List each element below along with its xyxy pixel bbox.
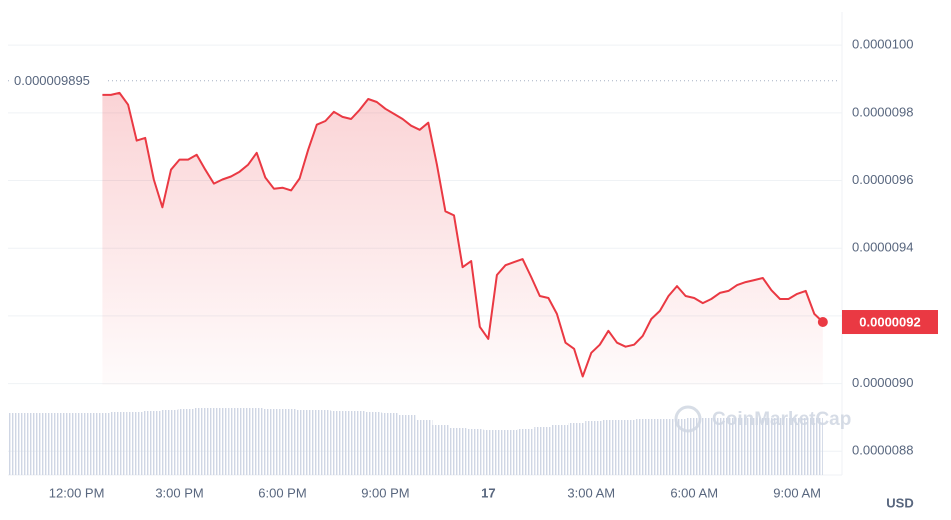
volume-bar (670, 419, 688, 475)
price-tag (842, 310, 938, 335)
volume-bar (687, 418, 705, 475)
y-tick-label: 0.0000088 (852, 443, 913, 458)
volume-bar (771, 418, 789, 475)
volume-bar (41, 413, 59, 475)
volume-bar (262, 409, 280, 475)
volume-bar (432, 425, 450, 475)
volume-bar (92, 413, 110, 475)
volume-bar (653, 419, 671, 475)
x-tick-label: 12:00 PM (49, 485, 105, 500)
x-tick-label: 3:00 AM (567, 485, 615, 500)
y-tick-label: 0.0000096 (852, 172, 913, 187)
volume-bar (24, 413, 42, 475)
volume-bar (585, 421, 603, 475)
volume-bar (737, 418, 755, 475)
price-line (102, 91, 824, 378)
volume-bar (381, 413, 399, 475)
volume-bar (619, 420, 637, 475)
x-tick-label: 6:00 AM (670, 485, 718, 500)
volume-bar (568, 423, 586, 475)
volume-bar (211, 408, 229, 475)
volume-bar (296, 410, 314, 475)
volume-bar (415, 420, 433, 475)
volume-bar (75, 413, 93, 475)
volume-bar (602, 420, 620, 475)
volume-bar (720, 418, 738, 475)
reference-label-bg (10, 71, 106, 90)
y-tick-label: 0.0000090 (852, 375, 913, 390)
volume-bar (245, 408, 263, 475)
volume-bar (126, 412, 144, 475)
volume-bar (500, 430, 518, 475)
volume-bar (483, 430, 501, 475)
volume-bar (636, 419, 654, 475)
currency: USD (886, 495, 913, 510)
volume-bar (534, 427, 552, 475)
y-tick-label: 0.0000098 (852, 104, 913, 119)
volume-bar (177, 409, 195, 475)
volume-bar (194, 408, 212, 475)
y-tick-label: 0.0000094 (852, 240, 913, 255)
x-tick-label: 9:00 AM (773, 485, 821, 500)
volume-bar (398, 415, 416, 475)
volume-bar (109, 412, 127, 475)
x-tick-label: 9:00 PM (361, 485, 409, 500)
volume-bar (313, 410, 331, 475)
volume-bar (330, 411, 348, 475)
volume-bar (8, 413, 25, 475)
volume-bar (160, 410, 178, 475)
volume-bar (58, 413, 76, 475)
volume-bar (364, 412, 382, 475)
volume-bar (449, 428, 467, 475)
price-tag-label: 0.0000092 (859, 314, 920, 329)
volume-bar (551, 425, 569, 475)
volume-bar (143, 411, 161, 475)
x-tick-label: 6:00 PM (258, 485, 306, 500)
volume-bar (279, 409, 297, 475)
x-tick-label: 17 (481, 485, 495, 500)
x-tick-label: 3:00 PM (155, 485, 203, 500)
volume-bar (754, 418, 772, 475)
price-area (102, 92, 823, 386)
last-point (817, 317, 828, 328)
volume-bar (704, 418, 721, 475)
y-tick-label: 0.0000100 (852, 37, 913, 52)
volume-bar (466, 429, 484, 475)
volume-bar (347, 411, 365, 475)
volume-bar (517, 429, 535, 475)
volume-bar (805, 418, 823, 475)
reference-label: 0.000009895 (14, 73, 90, 88)
volume-bar (228, 408, 246, 475)
volume-bar (788, 418, 806, 475)
